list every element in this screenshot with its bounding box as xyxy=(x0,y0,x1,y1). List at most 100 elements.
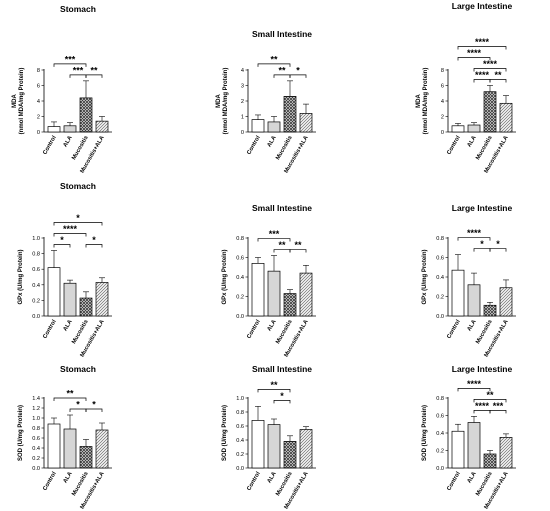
y-axis-label: GPx (U/mg Protein) xyxy=(422,249,428,304)
significance-bracket xyxy=(473,68,507,72)
x-tick-label: ALA xyxy=(467,134,479,148)
bar-mucositis-ala xyxy=(95,282,109,317)
y-tick-label: 0.6 xyxy=(32,267,40,273)
significance-label: *** xyxy=(269,229,280,239)
bar-control xyxy=(47,423,61,469)
bar-control xyxy=(451,269,465,317)
significance-bracket xyxy=(53,397,87,401)
chart-title: Stomach xyxy=(60,364,96,374)
y-tick-label: 6 xyxy=(441,84,444,90)
y-tick-label: 8 xyxy=(37,68,40,74)
significance-label: * xyxy=(280,391,284,401)
chart-panel-1: Stomach 0 2 4 6 8 MDA (nmol MDA/mg Protein) Cont… xyxy=(12,4,112,174)
significance-bracket xyxy=(85,244,103,248)
significance-label: *** xyxy=(65,54,76,64)
chart-title: Small Intestine xyxy=(252,29,312,39)
bar-ala xyxy=(467,124,481,133)
y-tick-label: 0.2 xyxy=(236,295,244,301)
chart-title: Large Intestine xyxy=(452,1,513,11)
y-axis-label: SOD (U/mg Protein) xyxy=(422,405,428,461)
bar-control xyxy=(47,126,61,133)
y-tick-label: 0.8 xyxy=(436,396,444,402)
bar-mucositis xyxy=(283,293,297,317)
significance-label: ** xyxy=(66,389,74,399)
y-tick-label: 0.0 xyxy=(436,466,444,472)
y-axis-label-unit: (nmol MDA/mg Protein) xyxy=(19,68,25,135)
y-axis-label-unit: (nmol MDA/mg Protein) xyxy=(423,68,429,135)
y-axis-label: GPx (U/mg Protein) xyxy=(222,249,228,304)
significance-bracket xyxy=(289,249,307,253)
bar-ala xyxy=(467,284,481,317)
significance-label: ** xyxy=(270,54,278,64)
y-tick-label: 1.4 xyxy=(32,396,40,402)
significance-label: **** xyxy=(475,37,490,47)
bar-control xyxy=(251,420,265,469)
chart-panel-8: Small Intestine 0.0 0.2 0.4 0.6 0.8 1.0 SOD (U/… xyxy=(222,364,316,510)
significance-label: * xyxy=(296,65,300,75)
significance-label: *** xyxy=(493,401,504,411)
significance-label: * xyxy=(60,235,64,245)
x-tick-label: ALA xyxy=(63,134,75,148)
y-tick-label: 0 xyxy=(441,130,444,136)
significance-label: ** xyxy=(278,240,286,250)
bar-ala xyxy=(267,121,281,133)
bar-mucositis-ala xyxy=(95,120,109,133)
y-axis-label-unit: (nmol MDA/mg Protein) xyxy=(223,68,229,135)
y-axis-label: SOD (U/mg Protein) xyxy=(222,405,228,461)
y-tick-label: 4 xyxy=(441,99,444,105)
x-tick-label: ALA xyxy=(63,470,75,484)
chart-title: Large Intestine xyxy=(452,203,513,213)
bar-mucositis xyxy=(79,97,93,133)
significance-label: **** xyxy=(483,59,498,69)
significance-bracket xyxy=(489,248,507,252)
significance-label: **** xyxy=(475,401,490,411)
y-axis-label: GPx (U/mg Protein) xyxy=(18,249,24,304)
significance-label: **** xyxy=(467,379,482,389)
chart-panel-5: Small Intestine 0.0 0.2 0.4 0.6 0.8 GPx (U/mg … xyxy=(222,203,316,358)
y-tick-label: 0.0 xyxy=(236,314,244,320)
significance-label: ** xyxy=(486,390,494,400)
x-tick-label: Control xyxy=(42,471,58,492)
y-axis-label: SOD (U/mg Protein) xyxy=(18,405,24,461)
bar-control xyxy=(451,125,465,133)
chart-title: Stomach xyxy=(60,4,96,14)
y-tick-label: 1.0 xyxy=(236,396,244,402)
significance-bracket xyxy=(457,57,491,61)
bar-mucositis-ala xyxy=(299,113,313,133)
y-tick-label: 0.0 xyxy=(32,314,40,320)
bar-ala xyxy=(63,428,77,469)
y-tick-label: 0.0 xyxy=(436,314,444,320)
bar-mucositis xyxy=(283,95,297,133)
y-tick-label: 8 xyxy=(441,68,444,74)
y-tick-label: 0.6 xyxy=(436,414,444,420)
significance-label: *** xyxy=(73,65,84,75)
x-tick-label: Control xyxy=(246,319,262,340)
y-tick-label: 6 xyxy=(37,84,40,90)
y-tick-label: 0.4 xyxy=(236,438,244,444)
significance-bracket xyxy=(257,389,291,393)
chart-panel-9: Large Intestine 0.0 0.2 0.4 0.6 0.8 SOD (U/mg … xyxy=(422,364,516,510)
significance-bracket xyxy=(85,74,103,78)
y-axis-label: MDA xyxy=(416,94,422,108)
x-tick-label: ALA xyxy=(63,318,75,332)
chart-title: Small Intestine xyxy=(252,203,312,213)
bar-ala xyxy=(267,270,281,317)
x-tick-label: Control xyxy=(42,319,58,340)
y-tick-label: 0.4 xyxy=(32,446,40,452)
y-tick-label: 0.2 xyxy=(32,298,40,304)
significance-label: * xyxy=(92,400,96,410)
bar-control xyxy=(451,430,465,469)
x-tick-label: Control xyxy=(42,135,58,156)
significance-label: **** xyxy=(63,224,78,234)
x-tick-label: ALA xyxy=(267,134,279,148)
significance-bracket xyxy=(257,63,291,67)
bar-mucositis-ala xyxy=(499,102,513,133)
y-tick-label: 1.0 xyxy=(32,416,40,422)
y-tick-label: 0.0 xyxy=(32,466,40,472)
bar-control xyxy=(47,267,61,317)
bar-mucositis-ala xyxy=(499,287,513,317)
significance-bracket xyxy=(53,233,87,237)
significance-bracket xyxy=(457,46,507,50)
significance-label: * xyxy=(480,239,484,249)
significance-bracket xyxy=(473,79,491,83)
